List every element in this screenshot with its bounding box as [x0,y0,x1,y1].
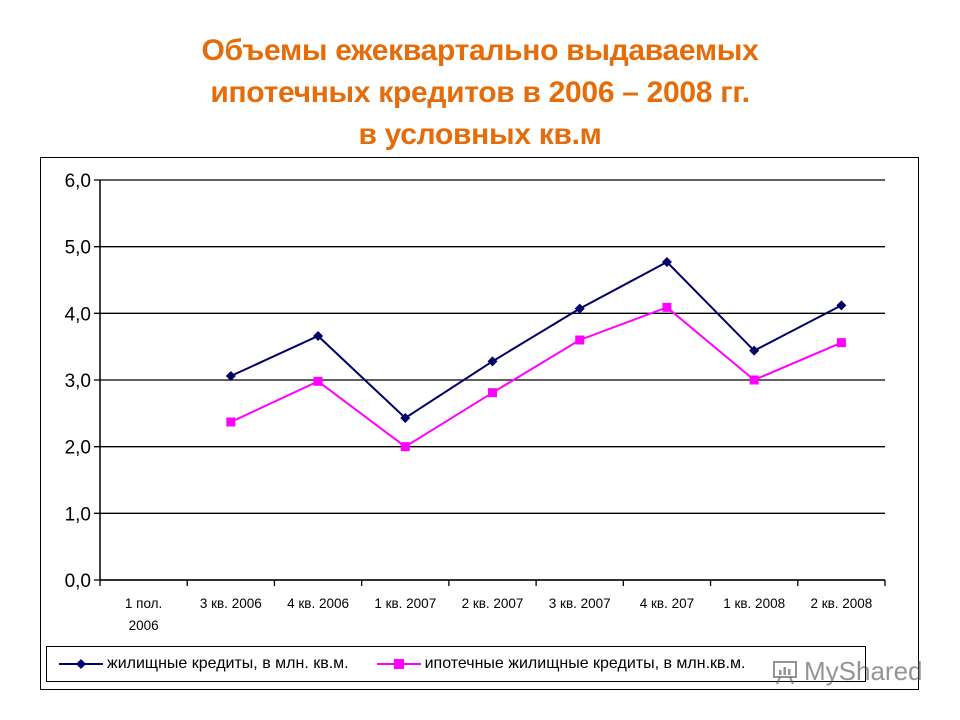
x-tick-label: 4 кв. 207 [640,596,694,611]
y-tick-label: 6,0 [65,171,91,192]
legend-label-mortgage-loans: ипотечные жилищные кредиты, в млн.кв.м. [424,655,746,672]
y-tick-label: 3,0 [65,371,91,392]
title-line-2: ипотечных кредитов в 2006 – 2008 гг. [210,76,750,109]
legend-label-housing-loans: жилищные кредиты, в млн. кв.м. [107,655,349,672]
x-tick-label: 1 кв. 2007 [374,596,436,611]
data-point-square [400,442,410,452]
diamond-marker-icon [59,659,103,669]
legend-item-mortgage-loans: ипотечные жилищные кредиты, в млн.кв.м. [376,655,746,673]
series-line-1 [230,260,842,420]
x-tick-label: 3 кв. 2007 [549,596,611,611]
x-tick-label: 2 кв. 2007 [462,596,524,611]
watermark: MyShared [772,656,923,687]
data-point-diamond [836,300,847,311]
data-point-diamond [313,331,324,341]
data-point-square [488,388,497,398]
x-tick-label: 3 кв. 2006 [200,596,262,611]
watermark-text: MyShared [804,656,923,686]
data-point-diamond [574,303,585,314]
x-tick-label: 1 кв. 2008 [723,596,785,611]
data-point-diamond [749,345,760,356]
chart-title: Объемы ежеквартально выдаваемых ипотечны… [0,30,960,156]
data-point-square [836,338,846,348]
data-point-square [749,375,759,385]
y-tick-label: 4,0 [65,304,91,325]
title-line-3: в условных кв.м [358,118,602,151]
data-point-square [575,335,585,345]
x-tick-label: 1 пол. [125,596,162,611]
data-point-square [662,302,672,312]
x-tick-label: 2 кв. 2008 [810,596,872,611]
x-tick-label: 2006 [129,618,159,633]
data-point-diamond [225,371,236,381]
y-tick-label: 2,0 [65,438,91,459]
chart-frame [40,157,919,690]
data-point-diamond [487,356,498,367]
y-tick-label: 5,0 [65,238,91,259]
data-point-diamond [400,413,411,423]
series-line-2 [230,306,842,448]
data-point-square [226,417,236,427]
y-tick-label: 1,0 [65,504,91,525]
data-point-square [313,376,323,386]
presentation-board-icon [773,660,797,684]
legend-item-housing-loans: жилищные кредиты, в млн. кв.м. [59,655,349,673]
title-line-1: Объемы ежеквартально выдаваемых [201,34,759,67]
x-tick-label: 4 кв. 2006 [287,596,349,611]
y-tick-label: 0,0 [65,571,91,592]
data-point-diamond [661,257,672,267]
square-marker-icon [376,659,421,669]
chart-legend: жилищные кредиты, в млн. кв.м. ипотечные… [46,646,866,682]
